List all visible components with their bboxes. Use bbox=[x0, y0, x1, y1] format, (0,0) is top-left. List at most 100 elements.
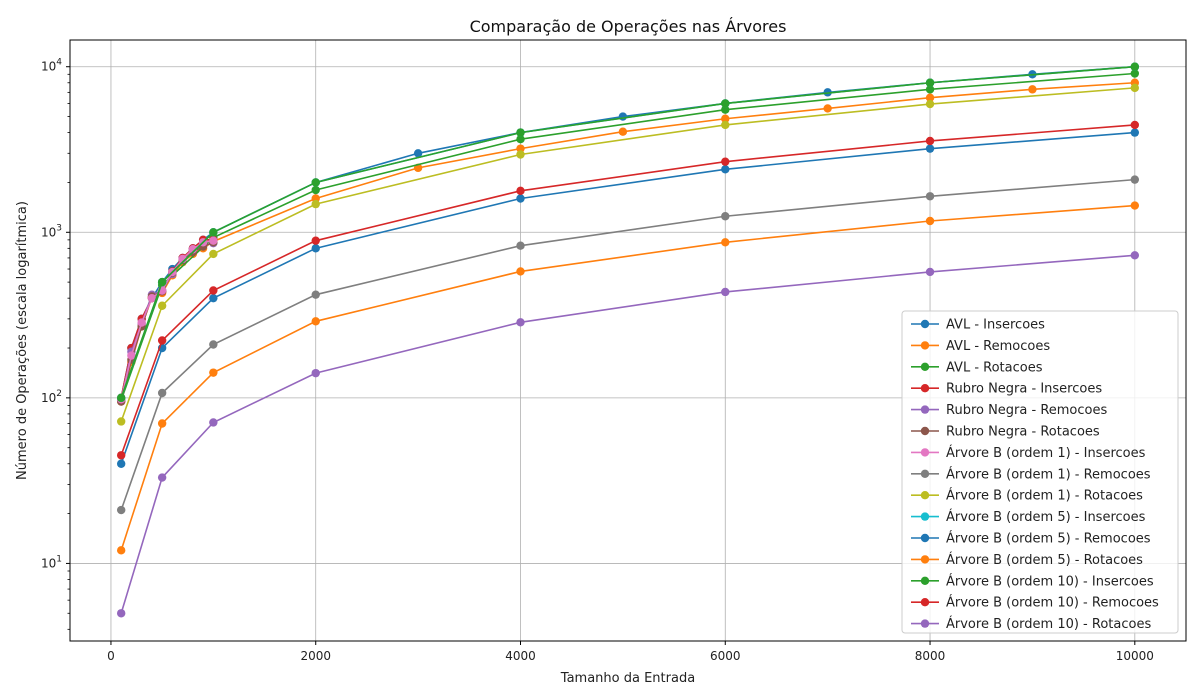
data-point bbox=[516, 267, 525, 276]
legend-item: Rubro Negra - Remocoes bbox=[911, 403, 1107, 418]
data-point bbox=[311, 368, 320, 378]
legend: AVL - Insercoes AVL - Remocoes AVL - Rotac… bbox=[901, 310, 1179, 634]
plot-frame bbox=[69, 39, 1187, 642]
data-point bbox=[925, 192, 935, 201]
data-point bbox=[157, 277, 167, 287]
data-point bbox=[209, 249, 218, 259]
legend-swatch-marker bbox=[920, 533, 930, 543]
legend-item: Rubro Negra - Insercoes bbox=[911, 382, 1102, 397]
legend-item: Árvore B (ordem 10) - Remocoes bbox=[911, 595, 1159, 611]
legend-label: Árvore B (ordem 5) - Rotacoes bbox=[946, 552, 1143, 568]
series-line bbox=[120, 124, 1135, 456]
series-14 bbox=[116, 120, 1140, 460]
data-point bbox=[311, 236, 320, 245]
data-point bbox=[516, 186, 525, 196]
data-point bbox=[721, 165, 730, 174]
y-tick-label: 104 bbox=[41, 58, 62, 74]
data-point bbox=[1130, 251, 1140, 260]
legend-swatch-marker bbox=[920, 491, 930, 500]
legend-label: AVL - Rotacoes bbox=[946, 360, 1043, 375]
data-point bbox=[116, 609, 126, 618]
legend-item: AVL - Insercoes bbox=[911, 318, 1045, 333]
data-point bbox=[116, 417, 126, 426]
data-point bbox=[147, 293, 157, 303]
data-point bbox=[721, 238, 730, 247]
series-line bbox=[120, 87, 1135, 422]
data-point bbox=[209, 286, 218, 295]
legend-item: Árvore B (ordem 10) - Insercoes bbox=[911, 573, 1154, 589]
data-point bbox=[516, 134, 525, 144]
data-point bbox=[516, 194, 525, 203]
data-point bbox=[721, 114, 730, 123]
legend-label: Árvore B (ordem 10) - Remocoes bbox=[946, 595, 1159, 611]
legend-swatch-marker bbox=[920, 555, 930, 564]
data-point bbox=[925, 144, 935, 153]
data-point bbox=[116, 546, 126, 555]
legend-item: AVL - Rotacoes bbox=[911, 360, 1043, 375]
axes: 0 2000 4000 6000 8000 10000 101 102 103 104 bbox=[41, 58, 1154, 663]
data-point bbox=[311, 199, 320, 209]
y-tick-label: 101 bbox=[41, 554, 62, 570]
legend-label: Árvore B (ordem 5) - Insercoes bbox=[946, 509, 1146, 525]
data-point bbox=[721, 99, 730, 108]
data-point bbox=[1130, 69, 1140, 78]
legend-item: AVL - Remocoes bbox=[911, 339, 1050, 354]
series-line bbox=[120, 178, 1135, 511]
data-point bbox=[1130, 201, 1140, 210]
data-point bbox=[209, 236, 218, 245]
legend-swatch-marker bbox=[920, 619, 930, 628]
series-12 bbox=[116, 201, 1140, 555]
data-point bbox=[1130, 120, 1140, 130]
legend-swatch-marker bbox=[920, 384, 930, 393]
legend-label: Rubro Negra - Remocoes bbox=[946, 403, 1107, 418]
legend-label: Árvore B (ordem 1) - Rotacoes bbox=[946, 488, 1143, 504]
legend-swatch-marker bbox=[920, 341, 930, 350]
x-tick-label: 4000 bbox=[505, 649, 536, 663]
legend-swatch-marker bbox=[920, 512, 930, 521]
data-point bbox=[311, 290, 320, 299]
data-point bbox=[157, 336, 167, 345]
data-point bbox=[311, 317, 320, 326]
x-tick-label: 6000 bbox=[710, 649, 741, 663]
legend-item: Árvore B (ordem 10) - Rotacoes bbox=[911, 616, 1151, 632]
data-point bbox=[925, 267, 935, 277]
y-tick-label: 102 bbox=[41, 389, 62, 405]
series-line bbox=[120, 204, 1135, 551]
data-point bbox=[516, 128, 525, 137]
x-tick-label: 10000 bbox=[1116, 649, 1154, 663]
data-point bbox=[1130, 62, 1140, 71]
legend-item: Árvore B (ordem 1) - Insercoes bbox=[911, 445, 1146, 461]
data-point bbox=[516, 241, 525, 250]
data-point bbox=[618, 112, 628, 121]
data-point bbox=[925, 93, 935, 102]
y-axis-title: Número de Operações (escala logarítmica) bbox=[15, 201, 30, 480]
data-point bbox=[157, 473, 167, 482]
data-point bbox=[209, 293, 218, 303]
data-point bbox=[116, 505, 126, 515]
data-point bbox=[721, 212, 730, 221]
data-point bbox=[311, 185, 320, 195]
x-tick-label: 2000 bbox=[300, 649, 331, 663]
legend-label: Rubro Negra - Rotacoes bbox=[946, 425, 1100, 440]
data-point bbox=[311, 244, 320, 253]
legend-label: AVL - Remocoes bbox=[946, 339, 1050, 354]
data-point bbox=[516, 150, 525, 159]
data-point bbox=[127, 351, 136, 360]
legend-item: Árvore B (ordem 5) - Remocoes bbox=[911, 531, 1151, 547]
data-point bbox=[311, 178, 320, 187]
series-15 bbox=[116, 251, 1140, 618]
legend-label: AVL - Insercoes bbox=[946, 318, 1045, 333]
data-point bbox=[925, 99, 935, 109]
legend-item: Árvore B (ordem 1) - Remocoes bbox=[911, 466, 1151, 482]
data-point bbox=[1130, 175, 1140, 184]
data-point bbox=[823, 104, 832, 113]
x-axis-title: Tamanho da Entrada bbox=[560, 671, 695, 686]
series-line bbox=[120, 131, 1135, 465]
legend-label: Árvore B (ordem 1) - Insercoes bbox=[946, 445, 1146, 461]
data-point bbox=[925, 85, 935, 94]
data-point bbox=[516, 318, 525, 327]
data-point bbox=[116, 459, 126, 468]
data-point bbox=[209, 418, 218, 427]
data-point bbox=[925, 136, 935, 146]
